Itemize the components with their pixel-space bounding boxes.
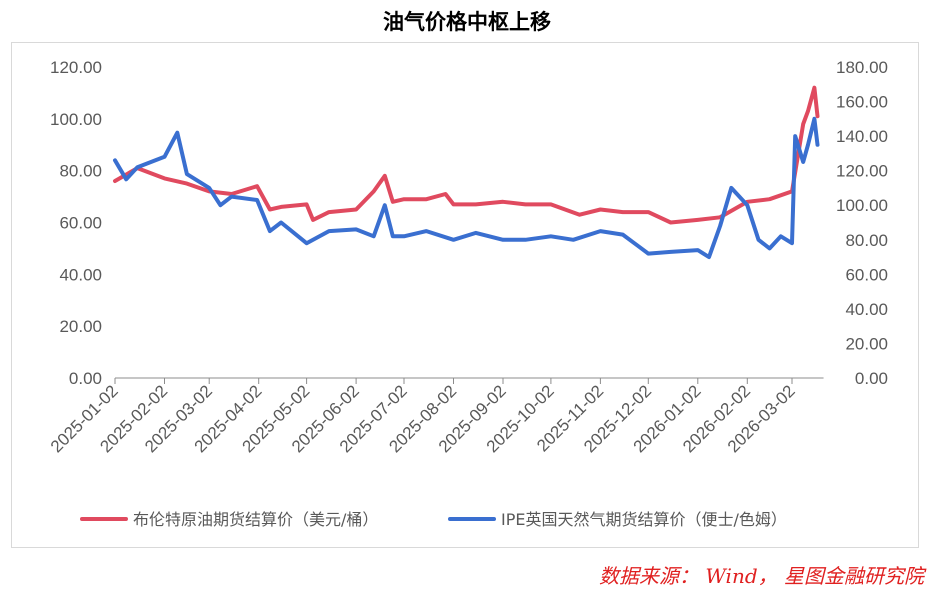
- y-right-tick-label: 120.00: [836, 162, 888, 181]
- y-left-tick-label: 100.00: [50, 110, 102, 129]
- chart-title: 油气价格中枢上移: [383, 9, 551, 34]
- y-right-tick-label: 160.00: [836, 93, 888, 112]
- y-left-tick-label: 60.00: [59, 214, 102, 233]
- line-chart: 2025-01-022025-02-022025-03-022025-04-02…: [47, 58, 888, 529]
- y-left-tick-label: 0.00: [69, 369, 102, 388]
- y-right-tick-label: 40.00: [845, 300, 888, 319]
- source-note: 数据来源： Wind， 星图金融研究院: [599, 564, 924, 588]
- legend-label-ipe-gas: IPE英国天然气期货结算价（便士/色姆）: [501, 510, 787, 529]
- y-right-tick-label: 180.00: [836, 58, 888, 77]
- y-right-tick-label: 100.00: [836, 196, 888, 215]
- y-right-tick-label: 60.00: [845, 265, 888, 284]
- y-left-tick-label: 40.00: [59, 265, 102, 284]
- y-right-tick-label: 0.00: [855, 369, 888, 388]
- series-line-brent: [113, 85, 820, 225]
- y-right-tick-label: 140.00: [836, 127, 888, 146]
- y-right-tick-label: 80.00: [845, 231, 888, 250]
- series-line-ipe-gas: [113, 116, 820, 260]
- y-right-tick-label: 20.00: [845, 334, 888, 353]
- legend-label-brent: 布伦特原油期货结算价（美元/桶）: [133, 510, 378, 529]
- y-left-tick-label: 120.00: [50, 58, 102, 77]
- chart-frame: 2025-01-02 2025-02-02 2025-03-02 2025-04-02…: [11, 42, 919, 548]
- y-left-tick-label: 20.00: [59, 317, 102, 336]
- y-left-tick-label: 80.00: [59, 162, 102, 181]
